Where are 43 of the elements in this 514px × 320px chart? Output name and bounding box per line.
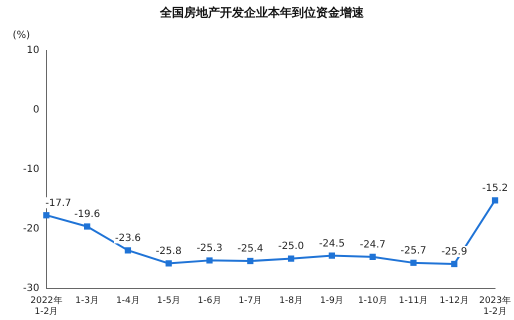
x-tick-label: 1-12月 (440, 296, 469, 306)
x-tick-label: 1-5月 (156, 296, 181, 306)
text: -24.5 (318, 238, 345, 250)
text: -25.3 (196, 243, 222, 254)
text: -15.2 (482, 182, 508, 194)
point (124, 247, 132, 254)
x-tick-label: 1-4月 (116, 296, 140, 306)
point (84, 223, 90, 230)
x-tick-label: 2023年 1-2月 (479, 295, 511, 317)
x-tick-label: 1-3月 (75, 296, 99, 306)
point (247, 258, 254, 264)
text: -25.7 (400, 245, 426, 256)
point (206, 257, 213, 264)
x-tick-label: 1-9月 (320, 296, 344, 306)
point (451, 260, 458, 268)
point (492, 197, 498, 204)
text: -25.4 (237, 244, 264, 255)
y-axis-title: (%) (12, 30, 30, 41)
text: -25.0 (278, 241, 304, 252)
text: -25.8 (156, 246, 182, 258)
point (43, 212, 50, 218)
x-tick-label: 1-6月 (198, 296, 222, 306)
x-tick-label: 1-11月 (398, 296, 428, 306)
x-tick-label: 2022年 1-2月 (30, 295, 62, 317)
y-tick-label: 0 (32, 104, 40, 116)
point (166, 260, 172, 267)
y-tick-label: -20 (22, 223, 40, 234)
point (328, 252, 335, 259)
text: -23.6 (114, 232, 141, 244)
y-tick-label: -30 (22, 282, 40, 294)
text: -19.6 (74, 209, 100, 220)
text: -25.9 (441, 246, 468, 258)
x-tick-label: 1-10月 (358, 296, 388, 306)
point (410, 260, 417, 266)
x-tick-label: 1-8月 (279, 296, 303, 306)
point (370, 254, 376, 260)
chart-title: 全国房地产开发企业本年到位资金增速 (159, 5, 365, 20)
y-tick-label: 10 (26, 44, 40, 56)
x-tick-label: 1-7月 (238, 296, 262, 306)
text: -24.7 (360, 239, 386, 250)
text: -17.7 (45, 198, 72, 209)
point (288, 256, 294, 262)
y-tick-label: -10 (22, 164, 40, 175)
